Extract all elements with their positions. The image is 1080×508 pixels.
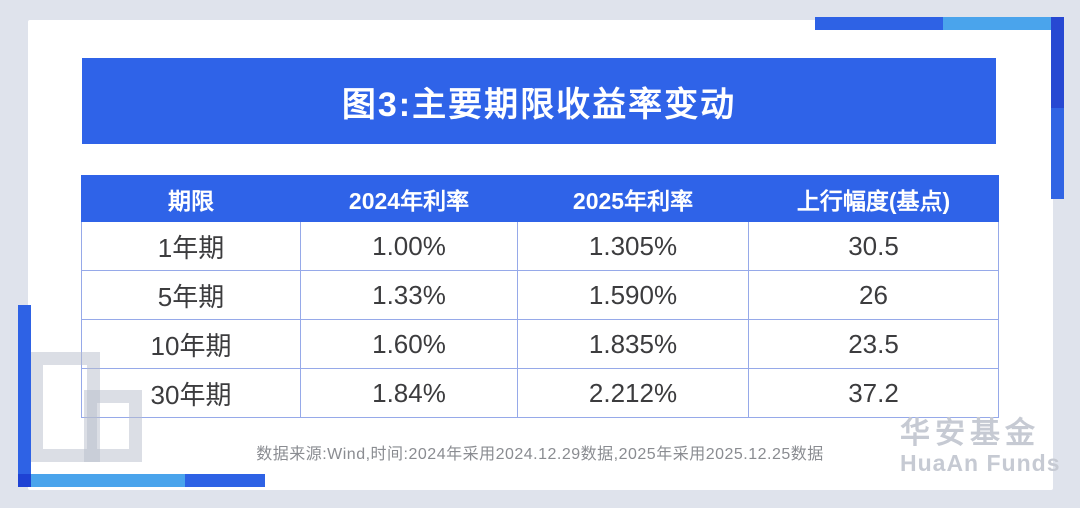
deco-bottom-left-bar-light: [31, 474, 185, 487]
deco-top-right-bar-vertical: [1051, 17, 1064, 199]
table-row: 5年期 1.33% 1.590% 26: [81, 270, 999, 320]
cell-maturity: 5年期: [81, 270, 301, 320]
col-header-rate-2024: 2024年利率: [300, 175, 518, 222]
cell-maturity: 10年期: [81, 319, 301, 369]
cell-rate-2025: 1.835%: [517, 319, 749, 369]
cell-maturity: 30年期: [81, 368, 301, 418]
table-row: 30年期 1.84% 2.212% 37.2: [81, 368, 999, 418]
cell-change-bp: 26: [748, 270, 999, 320]
figure-title-banner: 图3:主要期限收益率变动: [82, 58, 996, 144]
cell-maturity: 1年期: [81, 221, 301, 271]
cell-rate-2025: 2.212%: [517, 368, 749, 418]
deco-top-right-bar-light: [943, 17, 1051, 30]
brand-watermark: 华安基金 HuaAn Funds: [900, 419, 1061, 475]
cell-rate-2024: 1.00%: [300, 221, 518, 271]
cell-rate-2024: 1.33%: [300, 270, 518, 320]
col-header-change-bp: 上行幅度(基点): [748, 175, 999, 222]
cell-rate-2025: 1.590%: [517, 270, 749, 320]
yield-change-table: 期限 2024年利率 2025年利率 上行幅度(基点) 1年期 1.00% 1.…: [81, 175, 999, 418]
data-source-note: 数据来源:Wind,时间:2024年采用2024.12.29数据,2025年采用…: [256, 446, 824, 463]
cell-change-bp: 30.5: [748, 221, 999, 271]
deco-bottom-left-corner-square: [18, 474, 31, 487]
brand-name-cn: 华安基金: [900, 417, 1040, 450]
table-header-row: 期限 2024年利率 2025年利率 上行幅度(基点): [81, 175, 999, 222]
col-header-maturity: 期限: [81, 175, 301, 222]
table-row: 1年期 1.00% 1.305% 30.5: [81, 221, 999, 271]
deco-bottom-left-bar-dark: [185, 474, 265, 487]
cell-rate-2024: 1.84%: [300, 368, 518, 418]
deco-bottom-left-bar-vertical: [18, 305, 31, 487]
cell-rate-2024: 1.60%: [300, 319, 518, 369]
deco-top-right-bar-dark: [815, 17, 943, 30]
brand-name-en: HuaAn Funds: [900, 450, 1061, 476]
cell-change-bp: 37.2: [748, 368, 999, 418]
cell-rate-2025: 1.305%: [517, 221, 749, 271]
col-header-rate-2025: 2025年利率: [517, 175, 749, 222]
cell-change-bp: 23.5: [748, 319, 999, 369]
table-row: 10年期 1.60% 1.835% 23.5: [81, 319, 999, 369]
figure-title: 图3:主要期限收益率变动: [341, 85, 737, 124]
